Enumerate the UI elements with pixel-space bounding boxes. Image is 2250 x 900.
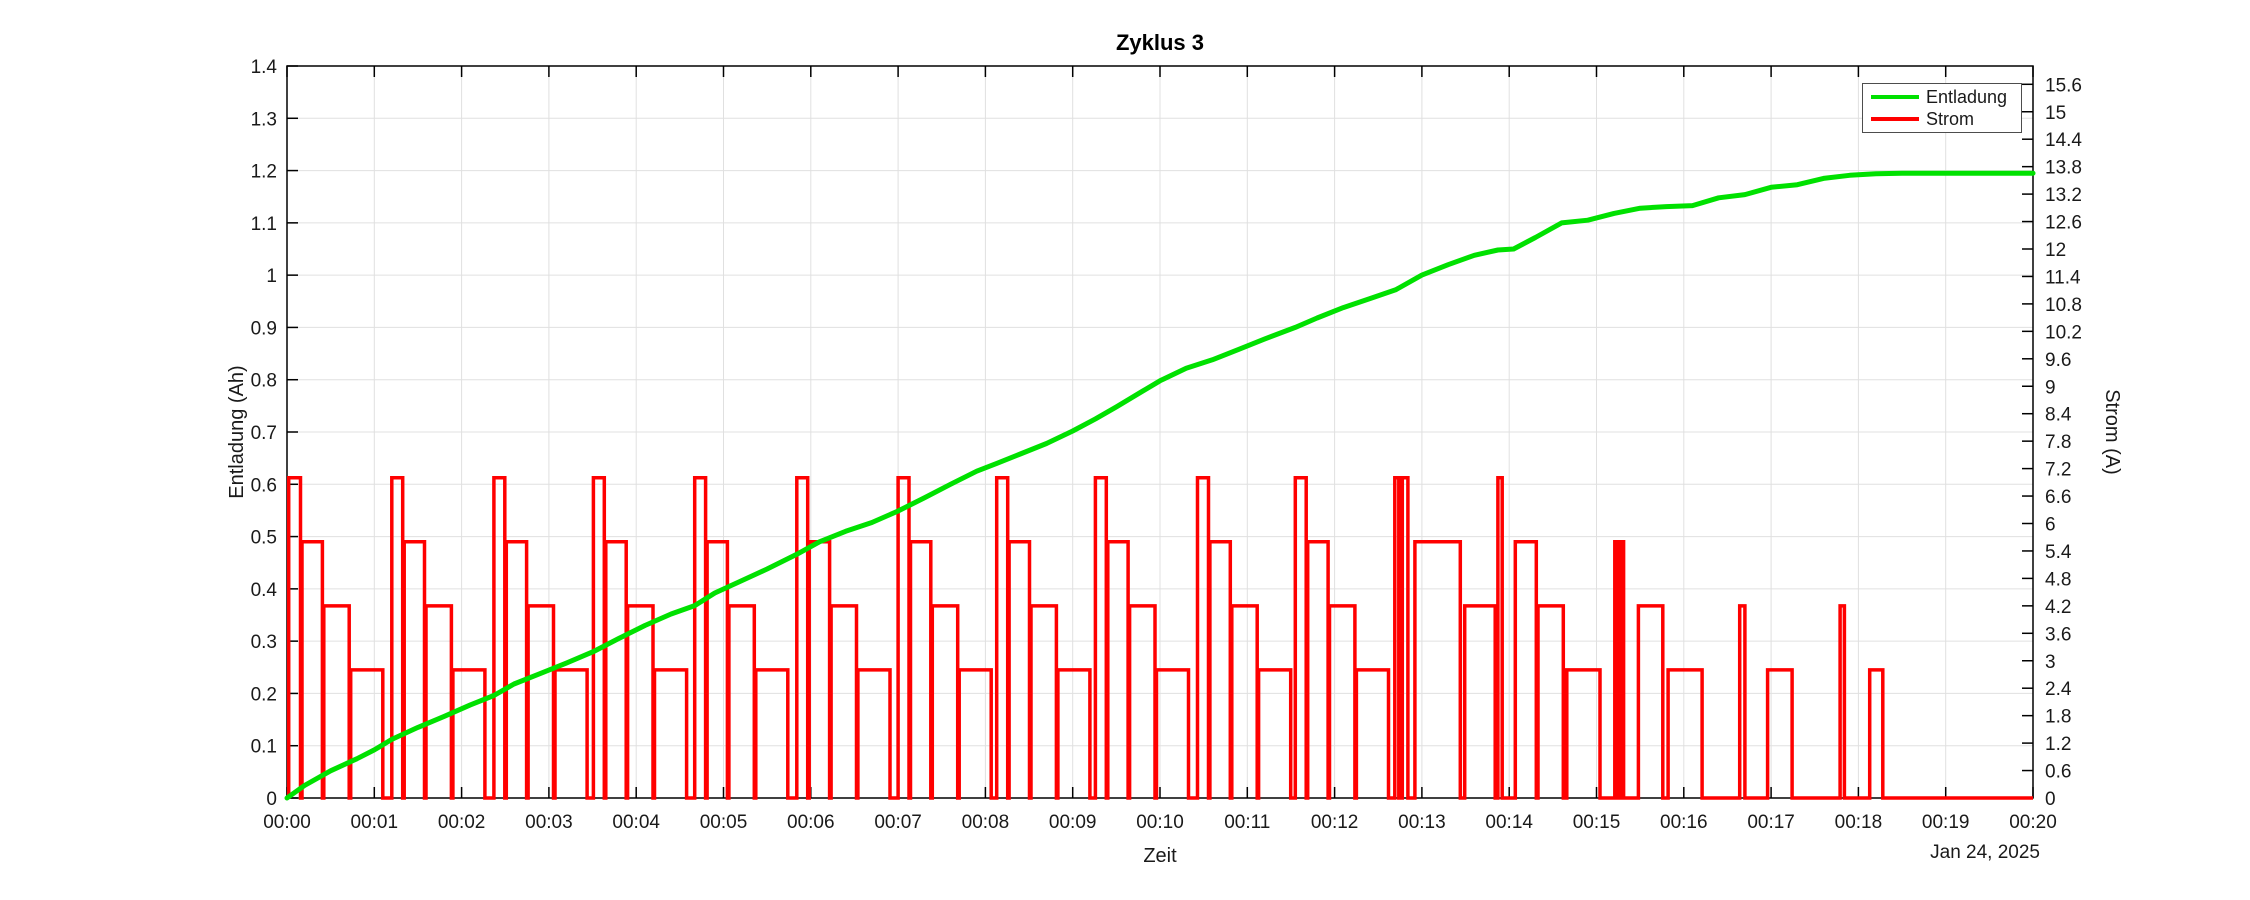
x-tick-label: 00:15	[1573, 812, 1621, 833]
x-tick-label: 00:13	[1398, 812, 1446, 833]
right-y-tick-label: 7.8	[2045, 432, 2071, 453]
right-y-tick-label: 9.6	[2045, 350, 2071, 371]
x-tick-label: 00:20	[2009, 812, 2057, 833]
legend-label-strom: Strom	[1926, 108, 1975, 129]
right-y-tick-label: 6	[2045, 515, 2056, 536]
right-y-tick-label: 3.6	[2045, 624, 2071, 645]
x-tick-label: 00:01	[351, 812, 399, 833]
right-y-tick-label: 12.6	[2045, 213, 2082, 234]
right-y-tick-label: 1.2	[2045, 734, 2071, 755]
left-y-tick-label: 0.2	[251, 684, 277, 705]
x-tick-label: 00:12	[1311, 812, 1359, 833]
x-tick-label: 00:19	[1922, 812, 1970, 833]
right-y-tick-label: 15.6	[2045, 75, 2082, 96]
legend: Entladung Strom	[1862, 83, 2022, 133]
x-tick-label: 00:17	[1747, 812, 1795, 833]
x-axis-label: Zeit	[1143, 845, 1177, 867]
legend-line-sample-strom	[1871, 117, 1919, 121]
chart-title: Zyklus 3	[1115, 30, 1205, 55]
gridlines	[286, 65, 2034, 799]
left-y-tick-label: 0.1	[251, 737, 277, 758]
x-tick-label: 00:06	[787, 812, 835, 833]
x-axis-date-annotation: Jan 24, 2025	[1930, 842, 2040, 863]
right-y-tick-label: 0	[2045, 789, 2056, 810]
series-entladung-line	[284, 170, 2036, 801]
x-tick-label: 00:14	[1485, 812, 1533, 833]
x-tick-label: 00:07	[874, 812, 922, 833]
right-y-tick-label: 13.8	[2045, 158, 2082, 179]
left-y-tick-label: 1	[266, 266, 277, 287]
x-tick-label: 00:03	[525, 812, 573, 833]
right-y-tick-label: 4.2	[2045, 597, 2071, 618]
x-tick-label: 00:02	[438, 812, 486, 833]
right-y-tick-label: 14.4	[2045, 130, 2082, 151]
left-y-tick-label: 1.3	[251, 109, 277, 130]
right-y-axis-label: Strom (A)	[2101, 389, 2123, 475]
left-y-tick-label: 1.1	[251, 214, 277, 235]
right-y-tick-label: 1.8	[2045, 707, 2071, 728]
right-y-tick-label: 11.4	[2045, 267, 2081, 288]
left-y-tick-label: 1.4	[251, 57, 278, 78]
left-y-tick-label: 0.3	[251, 632, 277, 653]
right-y-tick-label: 0.6	[2045, 762, 2071, 783]
right-y-tick-label: 10.8	[2045, 295, 2082, 316]
x-tick-label: 00:00	[263, 812, 311, 833]
left-y-tick-label: 0	[266, 789, 277, 810]
legend-label-entladung: Entladung	[1926, 86, 2008, 107]
x-tick-label: 00:05	[700, 812, 748, 833]
right-y-tick-label: 9	[2045, 377, 2056, 398]
right-y-tick-label: 15	[2045, 103, 2066, 124]
left-y-tick-label: 1.2	[251, 162, 277, 183]
x-tick-label: 00:09	[1049, 812, 1097, 833]
x-tick-label: 00:11	[1224, 812, 1270, 833]
right-y-tick-label: 10.2	[2045, 322, 2082, 343]
left-y-tick-label: 0.5	[251, 528, 277, 549]
left-y-axis-label: Entladung (Ah)	[226, 365, 248, 499]
legend-item-strom: Strom	[1863, 108, 2021, 130]
x-tick-label: 00:16	[1660, 812, 1708, 833]
x-tick-label: 00:10	[1136, 812, 1184, 833]
legend-line-sample-entladung	[1871, 95, 1919, 99]
right-y-tick-label: 7.2	[2045, 460, 2071, 481]
left-y-tick-label: 0.8	[251, 371, 277, 392]
right-y-tick-label: 2.4	[2045, 679, 2072, 700]
right-y-tick-label: 3	[2045, 652, 2056, 673]
right-y-tick-label: 13.2	[2045, 185, 2082, 206]
right-y-tick-label: 6.6	[2045, 487, 2071, 508]
x-tick-label: 00:18	[1835, 812, 1883, 833]
right-y-tick-label: 12	[2045, 240, 2066, 261]
right-y-tick-label: 4.8	[2045, 569, 2071, 590]
left-y-tick-label: 0.7	[251, 423, 277, 444]
tick-labels: 00:00 00:01 00:02 00:03 00:04 00:05 00:06 00:07…	[251, 57, 2083, 833]
legend-item-entladung: Entladung	[1863, 86, 2021, 108]
right-y-tick-label: 8.4	[2045, 405, 2072, 426]
right-y-tick-label: 5.4	[2045, 542, 2072, 563]
left-y-tick-label: 0.6	[251, 475, 277, 496]
left-y-tick-label: 0.4	[251, 580, 278, 601]
series-strom-line	[286, 476, 2033, 800]
x-tick-label: 00:04	[612, 812, 660, 833]
left-y-tick-label: 0.9	[251, 318, 277, 339]
x-tick-label: 00:08	[962, 812, 1010, 833]
